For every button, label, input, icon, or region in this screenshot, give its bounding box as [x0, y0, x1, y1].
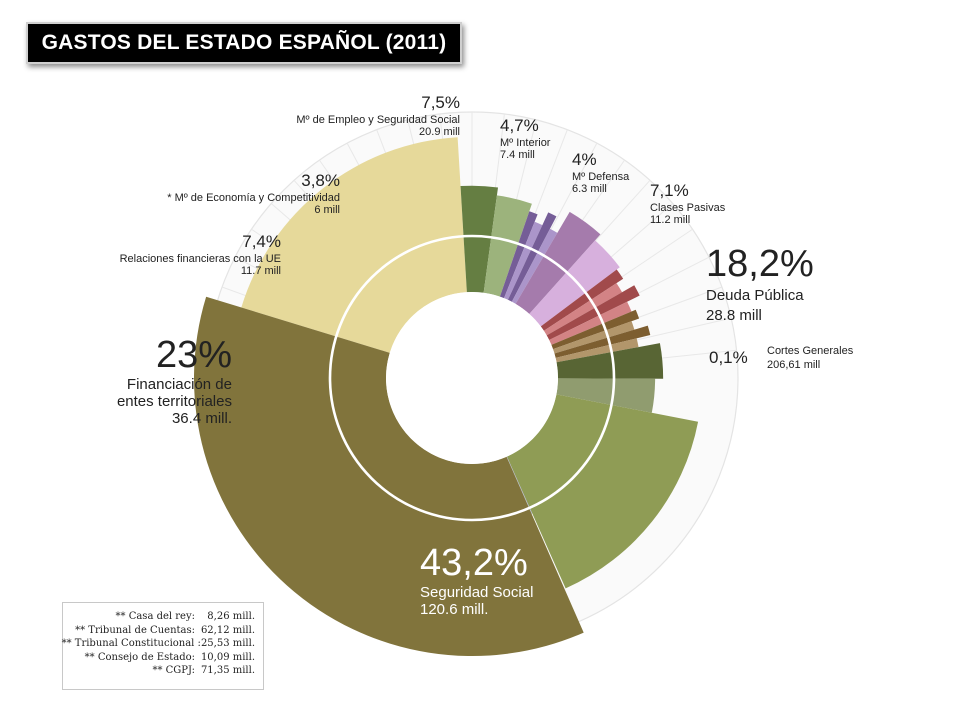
bar-seguridad [193, 296, 584, 656]
bar-empleo [515, 211, 601, 314]
bar-interior [546, 285, 640, 341]
footnote-box: ** Casa del rey: 8,26 mill. ** Tribunal d… [62, 602, 264, 690]
bar-cortes [506, 456, 532, 514]
label-cortes: 0,1% Cortes Generales 206,61 mill [709, 345, 854, 371]
footnote-value: 8,26 mill. [207, 611, 255, 622]
slice-economia [499, 211, 558, 304]
label-empleo: 7,5% Mº de Empleo y Seguridad Social20.9 … [296, 93, 460, 138]
bar-interior [540, 269, 624, 331]
footnote-value: 10,09 mill. [200, 651, 255, 663]
slice-cortes [506, 456, 533, 514]
pct-label-cortes: 0,1% [709, 348, 748, 367]
pct-label-defensa: 4% [572, 150, 597, 169]
category-label-cortes: 206,61 mill [767, 359, 820, 371]
footnote-value: 62,12 mill. [200, 624, 255, 636]
footnote-label: ** CGPJ: [152, 665, 195, 677]
inner-ring [328, 234, 616, 522]
bar-interior [543, 283, 623, 336]
bar-financiacion [241, 137, 467, 353]
category-label-economia: 6 mill [314, 204, 340, 216]
slice-deuda [506, 394, 699, 589]
slice-defensa [551, 309, 651, 363]
footnote-value: 25,53 mill. [200, 638, 255, 650]
center-hole [386, 292, 558, 464]
chart-title-box: GASTOS DEL ESTADO ESPAÑOL (2011) [26, 22, 462, 64]
bar-deuda [506, 394, 699, 589]
category-label-defensa: Mº Defensa [572, 171, 630, 183]
pct-label-financiacion: 23% [156, 334, 232, 376]
bar-defensa [555, 338, 639, 363]
category-label-financiacion: entes territoriales [117, 393, 232, 410]
footnote-row: ** CGPJ: 71,35 mill. [67, 664, 255, 678]
category-label-economia: * Mº de Economía y Competitividad [167, 192, 340, 204]
bar-cortes [506, 456, 533, 514]
bar-cortes [506, 456, 532, 514]
pct-label-clases: 7,1% [650, 181, 689, 200]
category-label-interior: Mº Interior [500, 137, 551, 149]
footnote-label: ** Consejo de Estado: [84, 651, 195, 663]
category-label-clases: Clases Pasivas [650, 202, 726, 214]
slice-clases [556, 343, 664, 413]
category-label-ue: Relaciones financieras con la UE [120, 253, 281, 265]
footnote-label: ** Tribunal de Cuentas: [75, 624, 195, 636]
category-label-financiacion: Financiación de [127, 376, 232, 393]
footnote-label: ** Casa del rey: [115, 611, 195, 622]
bar-clases [556, 378, 656, 413]
category-label-seguridad: 120.6 mill. [420, 601, 488, 618]
slice-empleo [515, 211, 620, 327]
bar-economia [499, 211, 538, 299]
pct-label-empleo: 7,5% [421, 93, 460, 112]
footnote-value: 71,35 mill. [200, 665, 255, 677]
category-label-deuda: 28.8 mill [706, 307, 762, 324]
category-label-deuda: Deuda Pública [706, 287, 804, 304]
category-label-defensa: 6.3 mill [572, 183, 607, 195]
bar-empleo [529, 240, 620, 327]
footnote-row: ** Tribunal Constitucional :25,53 mill. [62, 637, 255, 651]
bar-cortes [506, 456, 533, 514]
pct-label-seguridad: 43,2% [420, 542, 528, 584]
footnote-row: ** Casa del rey: 8,26 mill. [67, 610, 255, 624]
chart-title: GASTOS DEL ESTADO ESPAÑOL (2011) [41, 31, 447, 54]
slices [193, 137, 699, 656]
category-label-empleo: 20.9 mill [419, 126, 460, 138]
bar-defensa [553, 321, 635, 354]
bar-ue [460, 185, 499, 293]
bar-economia [507, 212, 557, 302]
bar-defensa [554, 325, 651, 358]
bar-interior [549, 301, 632, 345]
pct-label-interior: 4,7% [500, 116, 539, 135]
footnote-label: ** Tribunal Constitucional : [61, 638, 201, 650]
category-label-financiacion: 36.4 mill. [172, 410, 232, 427]
label-deuda: 18,2% Deuda Pública 28.8 mill [706, 243, 814, 324]
slice-interior [540, 269, 640, 345]
footnote-row: ** Tribunal de Cuentas: 62,12 mill. [67, 624, 255, 638]
bar-economia [503, 221, 543, 300]
bar-ue [483, 195, 532, 297]
label-ue: 7,4% Relaciones financieras con la UE11.7… [120, 232, 281, 277]
pct-label-deuda: 18,2% [706, 243, 814, 285]
slice-financiacion [241, 137, 467, 353]
category-label-cortes: Cortes Generales [767, 345, 854, 357]
footnote-row: ** Consejo de Estado: 10,09 mill. [67, 651, 255, 665]
category-label-interior: 7.4 mill [500, 149, 535, 161]
bar-defensa [551, 309, 640, 350]
category-label-clases: 11.2 mill [650, 214, 690, 226]
category-label-seguridad: Seguridad Social [420, 584, 533, 601]
pct-label-ue: 7,4% [242, 232, 281, 251]
category-label-empleo: Mº de Empleo y Seguridad Social [296, 114, 460, 126]
slice-seguridad [193, 296, 584, 656]
bar-clases [556, 343, 664, 379]
category-label-ue: 11.7 mill [241, 265, 281, 277]
bar-economia [511, 228, 558, 304]
slice-ue [460, 185, 532, 297]
pct-label-economia: 3,8% [301, 171, 340, 190]
